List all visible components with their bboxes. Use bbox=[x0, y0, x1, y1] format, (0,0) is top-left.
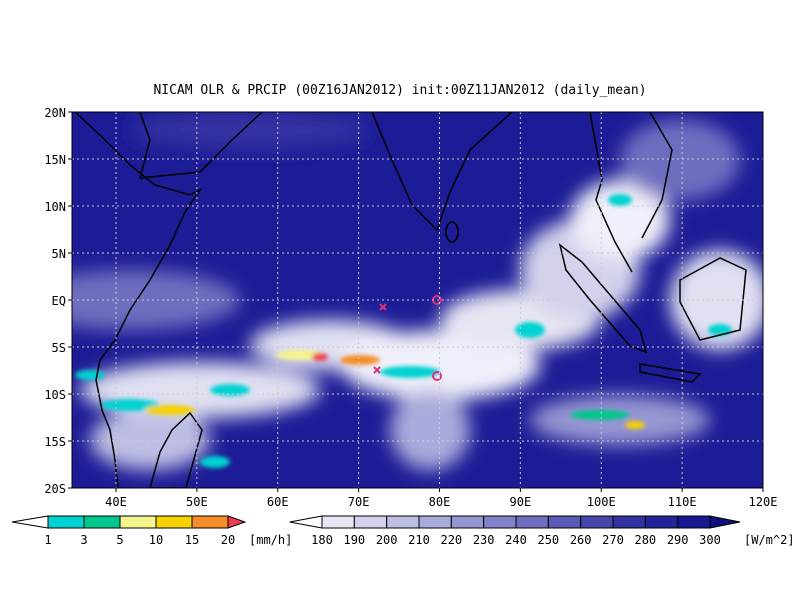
olr-colorbar-segment bbox=[450, 515, 485, 529]
olr-colorbar-label: 200 bbox=[376, 533, 398, 547]
precipitation bbox=[75, 194, 732, 468]
olr-colorbar-low bbox=[289, 515, 323, 529]
colorbars: 1 3 5 10 15 20 [mm/h] 180 190 200 210 220 230 240 250 2… bbox=[11, 515, 795, 547]
olr-colorbar-label: 230 bbox=[473, 533, 495, 547]
olr-colorbar-segment bbox=[321, 515, 355, 529]
olr-colorbar-segment bbox=[353, 515, 388, 529]
precip-colorbar-segment bbox=[119, 515, 157, 529]
lat-label: 10N bbox=[44, 200, 66, 214]
olr-colorbar-label: 220 bbox=[440, 533, 462, 547]
precip-colorbar-segment bbox=[191, 515, 229, 529]
olr-colorbar-label: 260 bbox=[570, 533, 592, 547]
cloud-field bbox=[72, 112, 763, 470]
precip-colorbar-label: 10 bbox=[149, 533, 163, 547]
precip-colorbar-label: 3 bbox=[80, 533, 87, 547]
precip-colorbar-segment bbox=[83, 515, 121, 529]
olr-colorbar-unit: [W/m^2] bbox=[744, 533, 795, 547]
lat-label: 10S bbox=[44, 388, 66, 402]
olr-colorbar-segment bbox=[677, 515, 711, 529]
precip-colorbar-high bbox=[227, 515, 247, 529]
olr-colorbar-label: 290 bbox=[667, 533, 689, 547]
olr-colorbar-segment bbox=[547, 515, 582, 529]
lon-label: 120E bbox=[749, 495, 778, 509]
precip-colorbar-segment bbox=[47, 515, 85, 529]
coastlines bbox=[74, 112, 747, 488]
olr-colorbar-label: 280 bbox=[634, 533, 656, 547]
lon-label: 70E bbox=[348, 495, 370, 509]
lon-label: 90E bbox=[510, 495, 532, 509]
olr-colorbar-label: 300 bbox=[699, 533, 721, 547]
precip-colorbar-label: 15 bbox=[185, 533, 199, 547]
precip-colorbar-label: 5 bbox=[116, 533, 123, 547]
olr-colorbar-label: 210 bbox=[408, 533, 430, 547]
precip-colorbar-unit: [mm/h] bbox=[249, 533, 292, 547]
lat-label: 15S bbox=[44, 435, 66, 449]
lat-label: 5S bbox=[52, 341, 66, 355]
precip-colorbar-low bbox=[11, 515, 49, 529]
lon-label: 50E bbox=[186, 495, 208, 509]
precip-colorbar-label: 1 bbox=[44, 533, 51, 547]
lon-label: 110E bbox=[668, 495, 697, 509]
lon-label: 80E bbox=[429, 495, 451, 509]
olr-colorbar-segment bbox=[644, 515, 679, 529]
olr-colorbar-label: 190 bbox=[343, 533, 365, 547]
olr-colorbar-label: 250 bbox=[537, 533, 559, 547]
lat-label: EQ bbox=[52, 294, 66, 308]
olr-colorbar-label: 270 bbox=[602, 533, 624, 547]
map-title: NICAM OLR & PRCIP (00Z16JAN2012) init:00… bbox=[153, 83, 646, 98]
olr-colorbar-segment bbox=[386, 515, 420, 529]
olr-colorbar-label: 240 bbox=[505, 533, 527, 547]
map bbox=[72, 112, 763, 488]
lon-label: 100E bbox=[587, 495, 616, 509]
graticule bbox=[72, 112, 763, 488]
olr-colorbar-label: 180 bbox=[311, 533, 333, 547]
olr-colorbar-high bbox=[709, 515, 741, 529]
lat-label: 15N bbox=[44, 153, 66, 167]
precip-colorbar-segment bbox=[155, 515, 193, 529]
lon-label: 40E bbox=[105, 495, 127, 509]
lat-label: 5N bbox=[52, 247, 66, 261]
olr-colorbar-segment bbox=[612, 515, 646, 529]
olr-colorbar-segment bbox=[483, 515, 517, 529]
lon-label: 60E bbox=[267, 495, 289, 509]
map-axes: 20N 15N 10N 5N EQ 5S 10S 15S 20S 40E 50E 60E 70E 80E 9… bbox=[44, 106, 777, 509]
olr-colorbar-segment bbox=[580, 515, 614, 529]
lat-label: 20S bbox=[44, 482, 66, 496]
lat-label: 20N bbox=[44, 106, 66, 120]
olr-colorbar-segment bbox=[515, 515, 549, 529]
precip-colorbar-label: 20 bbox=[221, 533, 235, 547]
olr-colorbar-segment bbox=[418, 515, 452, 529]
